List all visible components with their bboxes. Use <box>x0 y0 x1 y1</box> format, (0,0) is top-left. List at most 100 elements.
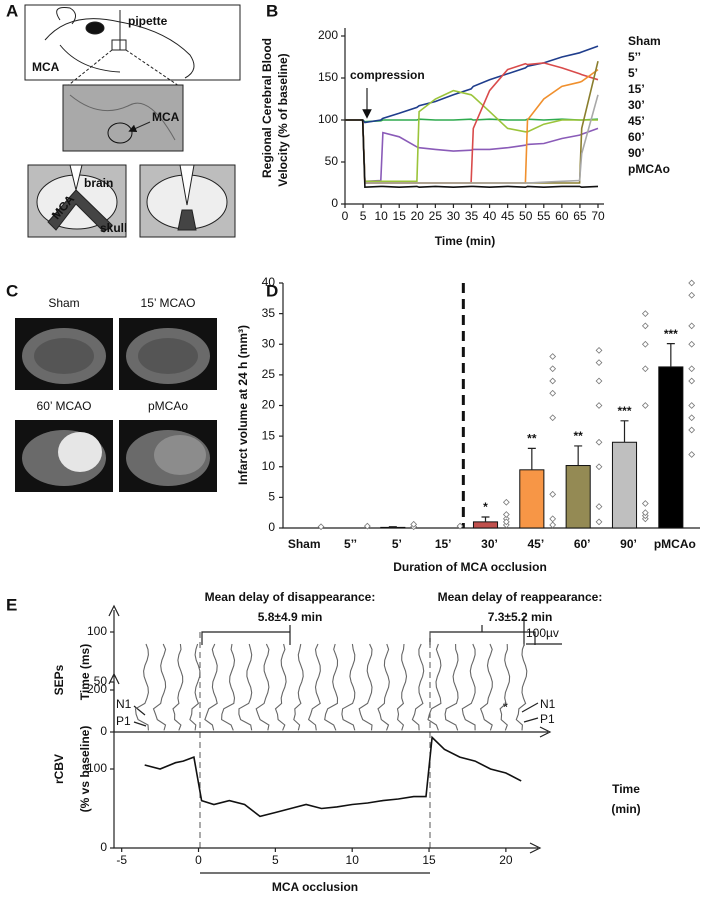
sep-trace <box>152 643 167 731</box>
data-point <box>688 451 696 458</box>
annotation: 5.8±4.9 min <box>258 610 323 624</box>
image-label: 60’ MCAO <box>37 399 92 413</box>
data-point <box>641 509 649 517</box>
bar <box>519 469 545 529</box>
diagram-label: MCA <box>32 60 60 74</box>
line <box>345 118 599 123</box>
y-axis-label: SEPs <box>52 664 66 695</box>
x-tick-label: -5 <box>116 853 127 867</box>
x-tick-label: 60’ <box>574 537 591 551</box>
bar <box>380 526 406 529</box>
x-tick-label: 45 <box>501 209 515 223</box>
y-tick-label: 10 <box>262 459 276 473</box>
error-bar <box>481 516 490 522</box>
data-point <box>688 340 696 348</box>
diagram-a <box>24 4 241 238</box>
bar <box>565 465 591 529</box>
y-tick-label: 20 <box>262 398 276 412</box>
sep-trace <box>499 643 511 731</box>
y-axis-label: Velocity (% of baseline) <box>276 53 290 186</box>
y-tick-label: 0 <box>100 724 107 738</box>
legend-label: 45’ <box>628 114 645 128</box>
y-tick-label: 35 <box>262 306 276 320</box>
y-axis-label: rCBV <box>52 754 66 784</box>
data-point <box>549 365 557 373</box>
y-axis-label: Regional Cerebral Blood <box>260 38 274 178</box>
data-point <box>641 340 649 348</box>
y-tick-label: 100 <box>87 761 107 775</box>
x-tick-label: 45’ <box>527 537 544 551</box>
sep-trace <box>307 643 321 731</box>
error-bar <box>666 343 675 367</box>
data-point <box>502 498 510 506</box>
y-tick-label: 200 <box>87 682 107 696</box>
panel-label: C <box>6 281 18 300</box>
diagram-label: pipette <box>128 14 168 28</box>
significance: *** <box>664 327 678 341</box>
scale-label: 100µv <box>526 626 559 640</box>
y-axis-label: Time (ms) <box>78 644 92 700</box>
significance: ** <box>573 429 583 443</box>
bar <box>611 441 638 529</box>
data-point <box>549 377 557 385</box>
axis-arrow <box>529 842 542 854</box>
error-bar <box>620 420 629 443</box>
data-point <box>688 414 696 422</box>
significance: *** <box>617 404 631 418</box>
sep-trace <box>411 643 425 731</box>
y-tick-label: 50 <box>94 674 108 688</box>
bracket <box>429 625 536 645</box>
legend-label: 5’ <box>628 66 638 80</box>
line <box>345 119 599 189</box>
x-tick-label: 25 <box>429 209 443 223</box>
data-point <box>641 500 649 507</box>
data-point <box>595 518 603 526</box>
annotation: 7.3±5.2 min <box>488 610 553 624</box>
data-point <box>595 402 603 409</box>
data-point <box>688 402 696 409</box>
x-tick-label: 35 <box>465 209 479 223</box>
bar <box>658 366 684 529</box>
sep-trace <box>255 643 270 731</box>
data-point <box>410 520 418 528</box>
panel-label: B <box>266 1 278 20</box>
x-tick-label: 10 <box>346 853 360 867</box>
x-tick-label: 55 <box>537 209 551 223</box>
data-point <box>688 365 696 373</box>
scale-bar <box>523 616 562 646</box>
x-tick-label: 70 <box>591 209 605 223</box>
sep-trace <box>274 643 287 731</box>
diagram-label: brain <box>84 176 113 190</box>
axis-arrow <box>108 672 120 685</box>
error-bar <box>527 447 536 470</box>
panel-label: A <box>6 1 18 20</box>
data-point <box>549 515 557 523</box>
sep-trace <box>221 643 236 731</box>
data-point <box>549 414 557 422</box>
y-tick-label: 5 <box>268 490 275 504</box>
sep-trace <box>238 643 253 731</box>
x-tick-label: 20 <box>499 853 513 867</box>
y-tick-label: 25 <box>262 367 276 381</box>
mri-images <box>15 318 217 492</box>
data-point <box>317 523 325 531</box>
y-tick-label: 0 <box>331 196 338 210</box>
x-tick-label: 10 <box>374 209 388 223</box>
legend-label: 5’’ <box>628 50 641 64</box>
sep-trace <box>377 643 390 731</box>
image-label: pMCAo <box>148 399 188 413</box>
data-point <box>595 377 603 385</box>
y-tick-label: 100 <box>318 112 338 126</box>
sep-trace <box>461 643 476 731</box>
diagram-label: skull <box>100 221 127 235</box>
x-axis-label: Time <box>612 782 640 796</box>
data-point <box>688 291 696 299</box>
peak-label: N1 <box>540 697 556 711</box>
data-point <box>502 518 510 526</box>
panel-label: D <box>266 281 278 300</box>
x-tick-label: 65 <box>573 209 587 223</box>
sep-trace <box>204 643 218 731</box>
y-tick-label: 200 <box>318 28 338 42</box>
y-tick-label: 150 <box>318 70 338 84</box>
